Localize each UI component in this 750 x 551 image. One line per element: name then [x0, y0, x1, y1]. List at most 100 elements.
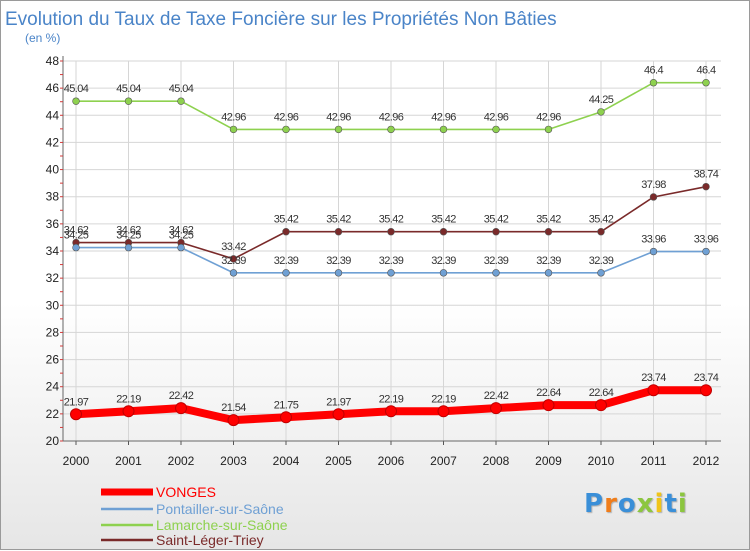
y-tick-label: 24 — [46, 380, 60, 394]
data-label: 21.54 — [221, 402, 246, 414]
data-point — [334, 228, 343, 236]
data-point — [702, 79, 710, 87]
proxiti-logo: Proxiti — [584, 489, 688, 519]
data-point — [387, 269, 395, 277]
data-label: 35.42 — [326, 214, 351, 226]
data-point — [72, 97, 80, 105]
data-point — [437, 405, 450, 418]
data-label: 35.42 — [536, 214, 561, 226]
y-tick-label: 44 — [46, 108, 60, 122]
data-label: 37.98 — [641, 179, 666, 191]
data-labels: 45.04 45.04 45.04 42.96 42.96 42.96 42.96 42.96… — [64, 65, 720, 414]
data-label: 42.96 — [326, 111, 351, 123]
data-point — [439, 228, 448, 236]
data-label: 22.19 — [379, 393, 404, 405]
data-label: 35.42 — [274, 214, 299, 226]
chart-title: Evolution du Taux de Taxe Foncière sur l… — [5, 9, 557, 30]
x-tick-label: 2009 — [535, 454, 562, 468]
logo-letter: i — [677, 489, 688, 519]
data-point — [490, 402, 502, 415]
x-tick-label: 2003 — [220, 454, 247, 468]
data-label: 35.42 — [589, 214, 614, 226]
data-label: 33.96 — [694, 234, 719, 246]
data-point — [334, 125, 343, 134]
data-label: 22.42 — [169, 390, 194, 402]
y-tick-label: 22 — [46, 407, 60, 421]
data-point — [124, 97, 133, 105]
data-point — [229, 269, 238, 277]
data-point — [387, 125, 395, 134]
data-label: 32.39 — [536, 255, 561, 267]
x-tick-label: 2007 — [430, 454, 457, 468]
data-point — [702, 247, 710, 256]
data-point — [72, 243, 80, 252]
data-point — [649, 193, 658, 201]
legend-label: VONGES — [156, 484, 216, 500]
series-group — [70, 79, 712, 427]
data-label: 32.39 — [589, 255, 614, 267]
data-point — [282, 269, 290, 277]
data-point — [387, 228, 395, 236]
data-label: 42.96 — [484, 111, 509, 123]
data-label: 33.96 — [641, 234, 666, 246]
legend-label: Lamarche-sur-Saône — [156, 517, 288, 533]
data-point — [177, 97, 185, 105]
data-point — [175, 402, 187, 415]
data-point — [597, 108, 605, 116]
data-label: 32.39 — [274, 255, 299, 267]
logo-letter: t — [664, 489, 678, 519]
data-label: 42.96 — [431, 111, 456, 123]
x-tick-label: 2012 — [693, 454, 720, 468]
data-point — [544, 269, 553, 277]
data-point — [282, 228, 290, 236]
data-label: 32.39 — [484, 255, 509, 267]
data-label: 46.4 — [644, 65, 663, 77]
data-label: 34.62 — [169, 225, 194, 237]
data-point — [492, 125, 500, 134]
data-point — [229, 125, 238, 134]
y-tick-label: 48 — [46, 54, 60, 68]
logo-letter: P — [584, 489, 605, 519]
data-label: 35.42 — [431, 214, 456, 226]
data-point — [439, 269, 448, 277]
data-label: 22.64 — [589, 387, 614, 399]
x-tick-label: 2008 — [483, 454, 510, 468]
data-point — [282, 125, 290, 134]
y-tick-label: 38 — [46, 190, 60, 204]
x-tick-label: 2010 — [588, 454, 615, 468]
data-label: 45.04 — [116, 83, 141, 95]
y-tick-label: 46 — [46, 81, 60, 95]
data-label: 34.25 — [169, 230, 194, 242]
data-point — [385, 405, 397, 418]
data-label: 21.97 — [326, 396, 351, 408]
data-label: 42.96 — [536, 111, 561, 123]
data-label: 34.25 — [116, 230, 141, 242]
x-tick-label: 2000 — [63, 454, 90, 468]
data-label: 22.19 — [116, 393, 141, 405]
chart-subtitle: (en %) — [25, 31, 60, 45]
x-tick-label: 2002 — [168, 454, 195, 468]
data-label: 23.74 — [641, 372, 666, 384]
data-point — [544, 228, 553, 236]
y-tick-label: 30 — [46, 298, 60, 312]
data-label: 42.96 — [379, 111, 404, 123]
logo-letter: x — [636, 489, 655, 519]
data-point — [334, 269, 343, 277]
data-point — [544, 125, 553, 134]
data-point — [595, 399, 607, 412]
legend: VONGESPontailler-sur-SaôneLamarche-sur-S… — [101, 484, 288, 548]
data-label: 42.96 — [221, 111, 246, 123]
data-label: 22.19 — [431, 393, 456, 405]
x-tick-label: 2006 — [378, 454, 405, 468]
data-point — [124, 243, 133, 252]
data-point — [332, 408, 345, 421]
data-label: 35.42 — [484, 214, 509, 226]
legend-label: Pontailler-sur-Saône — [156, 501, 284, 517]
data-point — [649, 79, 658, 87]
data-label: 22.42 — [484, 390, 509, 402]
data-point — [597, 269, 605, 277]
data-point — [492, 228, 500, 236]
data-label: 46.4 — [696, 65, 715, 77]
y-tick-label: 32 — [46, 271, 60, 285]
